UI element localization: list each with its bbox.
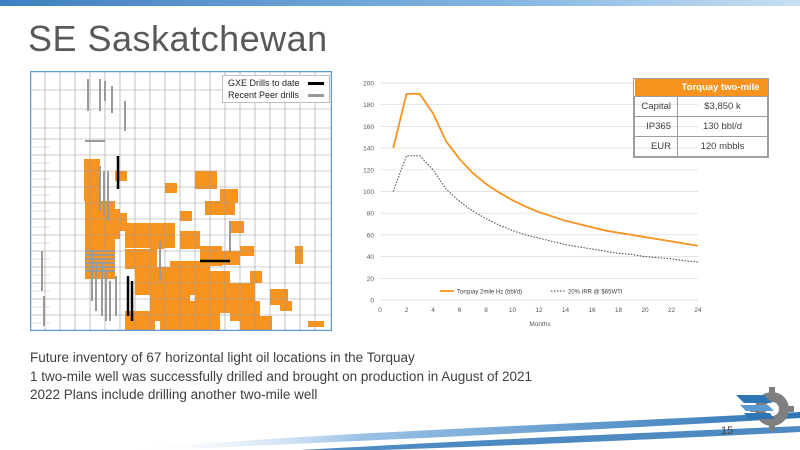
land-map	[30, 71, 332, 331]
map-legend: GXE Drills to date Recent Peer drills	[222, 75, 330, 103]
y-tick-label: 200	[363, 81, 374, 88]
x-tick-label: 12	[535, 307, 543, 314]
y-tick-label: 120	[363, 167, 374, 174]
company-logo	[736, 387, 794, 431]
x-tick-label: 20	[641, 307, 649, 314]
x-tick-label: 14	[562, 307, 570, 314]
y-tick-label: 60	[367, 232, 375, 239]
bullet-item: Future inventory of 67 horizontal light …	[30, 350, 415, 365]
table-header: Torquay two-mile	[634, 79, 768, 97]
economics-table: Torquay two-mile Capital $3,850 k IP365 …	[633, 78, 769, 158]
y-tick-label: 0	[370, 298, 374, 305]
x-tick-label: 16	[588, 307, 596, 314]
legend-label-peer: Recent Peer drills	[228, 90, 300, 100]
x-tick-label: 24	[694, 307, 702, 314]
x-tick-label: 18	[615, 307, 623, 314]
page-number: 15	[721, 425, 734, 437]
x-tick-label: 22	[668, 307, 676, 314]
y-tick-label: 100	[363, 189, 374, 196]
x-tick-label: 2	[405, 307, 409, 314]
legend-label: Torquay 2mile Hz (bbl/d)	[457, 290, 522, 296]
x-axis-label: Months	[529, 321, 551, 328]
table-row: IP365 130 bbl/d	[634, 116, 768, 137]
legend-label: 20% IRR @ $65WTI	[568, 290, 623, 296]
row-value-eur: 120 mbbls	[677, 136, 768, 157]
legend-label-gxe: GXE Drills to date	[228, 78, 300, 88]
series-line-1	[392, 155, 699, 263]
y-tick-label: 20	[367, 276, 375, 283]
y-tick-label: 80	[367, 211, 375, 218]
table-row: EUR 120 mbbls	[634, 136, 768, 157]
x-tick-label: 10	[509, 307, 517, 314]
bullet-list: Future inventory of 67 horizontal light …	[30, 349, 532, 405]
series-line-0	[392, 92, 699, 247]
bullet-item: 1 two-mile well was successfully drilled…	[30, 368, 533, 384]
y-tick-label: 160	[363, 124, 374, 131]
y-tick-label: 140	[363, 146, 374, 153]
y-tick-label: 180	[363, 102, 374, 109]
x-tick-label: 4	[431, 307, 435, 314]
x-tick-label: 6	[458, 307, 462, 314]
x-tick-label: 8	[484, 307, 488, 314]
x-tick-label: 0	[378, 307, 382, 314]
slide-title: SE Saskatchewan	[28, 18, 328, 59]
bullet-item: 2022 Plans include drilling another two-…	[30, 387, 318, 402]
header-accent-bar	[0, 0, 800, 6]
legend-swatch-gxe	[308, 82, 324, 85]
y-tick-label: 40	[367, 254, 375, 261]
legend-swatch-peer	[308, 94, 324, 97]
